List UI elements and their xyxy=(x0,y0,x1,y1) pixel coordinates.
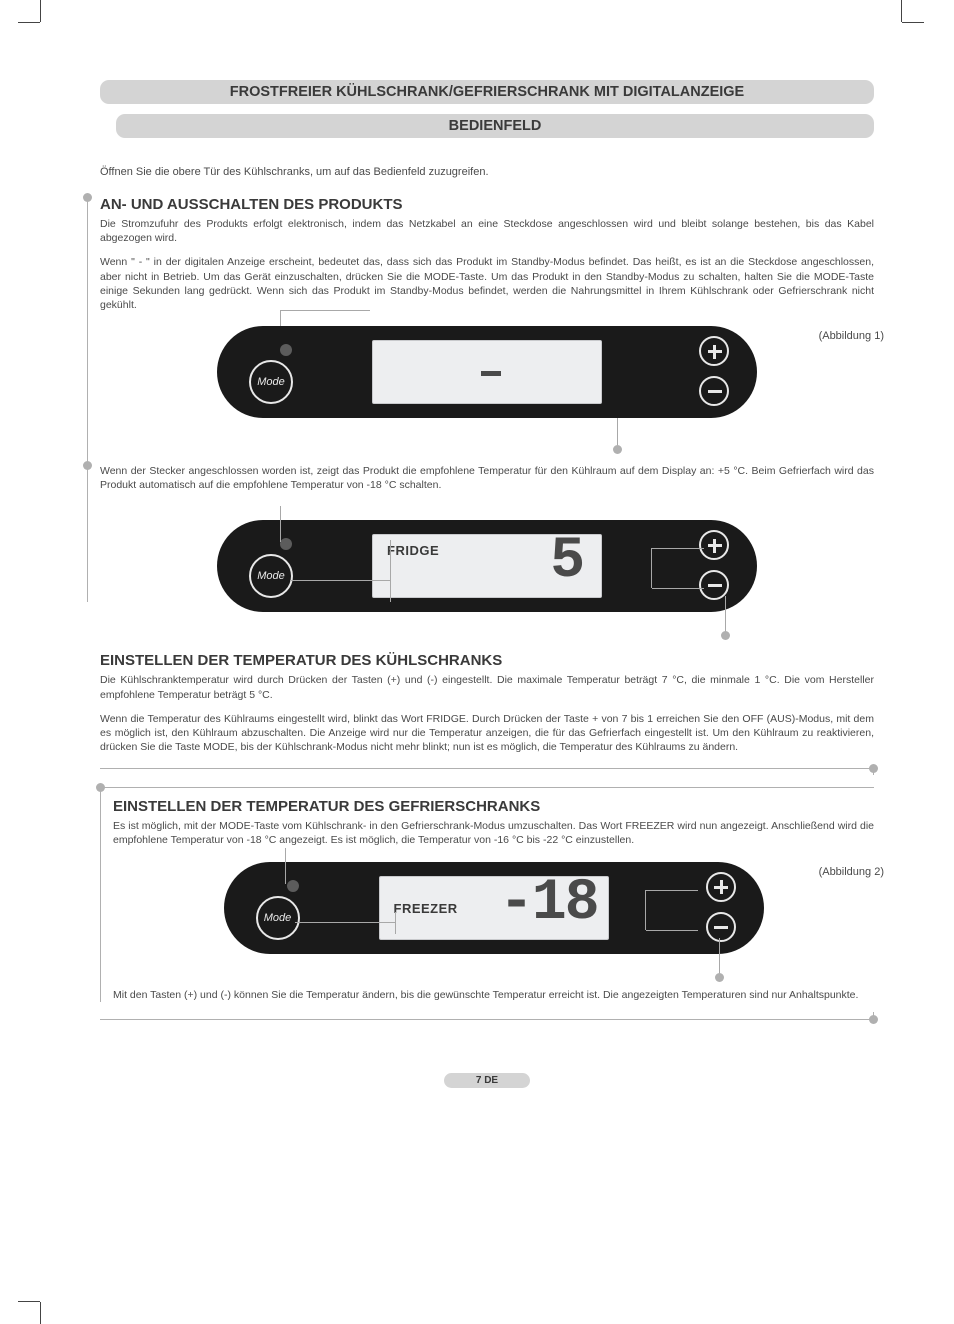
lcd-display xyxy=(372,340,602,404)
callout-line xyxy=(652,588,704,589)
plus-button[interactable] xyxy=(706,872,736,902)
lcd-mode-label: FRIDGE xyxy=(387,543,439,558)
mode-button[interactable]: Mode xyxy=(256,896,300,940)
panel1-figure: (Abbildung 1) Mode xyxy=(100,326,874,418)
callout-dot xyxy=(715,973,724,982)
lcd-display: FREEZER -18 xyxy=(379,876,609,940)
section1-p2: Wenn " - " in der digitalen Anzeige ersc… xyxy=(100,255,874,312)
callout-line xyxy=(285,848,286,884)
callout-line xyxy=(651,548,652,588)
section3-heading: EINSTELLEN DER TEMPERATUR DES GEFRIERSCH… xyxy=(113,798,874,815)
section1-p1: Die Stromzufuhr des Produkts erfolgt ele… xyxy=(100,217,874,245)
callout-line xyxy=(390,540,391,602)
rule-dot xyxy=(869,764,878,773)
fig2-caption: (Abbildung 2) xyxy=(819,866,884,878)
control-panel-1: Mode xyxy=(217,326,757,418)
indicator-led xyxy=(280,344,292,356)
indicator-led xyxy=(287,880,299,892)
callout-line xyxy=(645,890,646,930)
callout-line xyxy=(646,890,698,891)
rule-dot xyxy=(869,1015,878,1024)
subtitle-banner: BEDIENFELD xyxy=(116,114,874,138)
lcd-digits: 5 xyxy=(550,533,583,591)
lcd-display: FRIDGE 5 xyxy=(372,534,602,598)
section2-heading: EINSTELLEN DER TEMPERATUR DES KÜHLSCHRAN… xyxy=(100,652,874,669)
plus-button[interactable] xyxy=(699,530,729,560)
callout-line xyxy=(652,548,704,549)
section1-heading: AN- UND AUSSCHALTEN DES PRODUKTS xyxy=(100,196,874,213)
page-footer: 7 DE xyxy=(100,1070,874,1088)
callout-line xyxy=(295,922,395,923)
plus-button[interactable] xyxy=(699,336,729,366)
section3-p1: Es ist möglich, mit der MODE-Taste vom K… xyxy=(113,819,874,847)
panel3-figure: (Abbildung 2) Mode FREEZER -18 xyxy=(113,862,874,954)
section3-p2: Mit den Tasten (+) und (-) können Sie di… xyxy=(113,988,874,1002)
section2-p2: Wenn die Temperatur des Kühlraums einges… xyxy=(100,712,874,755)
minus-button[interactable] xyxy=(706,912,736,942)
callout-line xyxy=(395,912,396,934)
callout-line xyxy=(646,930,698,931)
minus-button[interactable] xyxy=(699,376,729,406)
section2-p1: Die Kühlschranktemperatur wird durch Drü… xyxy=(100,673,874,701)
callout-line xyxy=(280,310,370,311)
callout-line xyxy=(290,580,390,581)
lcd-mode-label: FREEZER xyxy=(394,901,458,916)
section1-p3: Wenn der Stecker angeschlossen worden is… xyxy=(100,464,874,492)
title-banner: FROSTFREIER KÜHLSCHRANK/GEFRIERSCHRANK M… xyxy=(100,80,874,104)
rule-dot xyxy=(96,783,105,792)
callout-line xyxy=(280,506,281,542)
intro-text: Öffnen Sie die obere Tür des Kühlschrank… xyxy=(100,166,874,178)
callout-dot xyxy=(613,445,622,454)
vertical-rule xyxy=(87,198,88,602)
callout-dot xyxy=(721,631,730,640)
rule-dot xyxy=(83,461,92,470)
control-panel-2: Mode FRIDGE 5 xyxy=(217,520,757,612)
mode-button[interactable]: Mode xyxy=(249,360,293,404)
lcd-digits: -18 xyxy=(499,875,597,933)
panel2-figure: Mode FRIDGE 5 xyxy=(100,520,874,612)
indicator-led xyxy=(280,538,292,550)
lcd-dash xyxy=(481,371,501,376)
control-panel-3: Mode FREEZER -18 xyxy=(224,862,764,954)
callout-line xyxy=(725,596,726,636)
page-number: 7 DE xyxy=(444,1073,530,1088)
mode-button[interactable]: Mode xyxy=(249,554,293,598)
callout-line xyxy=(719,938,720,978)
fig1-caption: (Abbildung 1) xyxy=(819,330,884,342)
